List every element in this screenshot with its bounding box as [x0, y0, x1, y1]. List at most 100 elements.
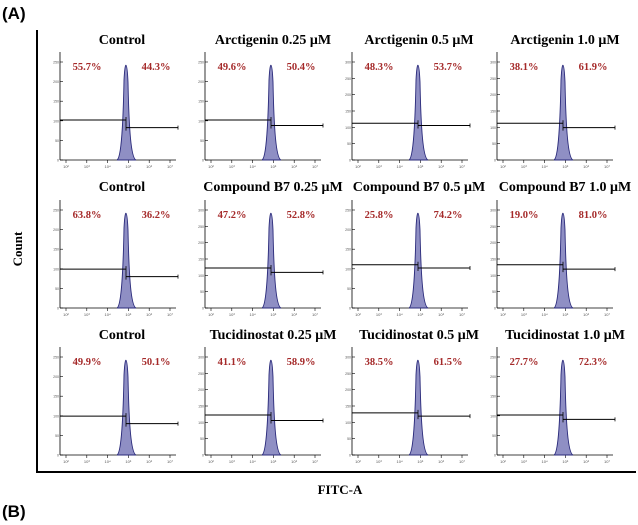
histogram-peak — [116, 64, 137, 161]
histogram-plot: 250 200 150 100 50 0 10² 10³ 10⁴ 10⁵ 10⁶ 10⁷ 63.8% 36… — [53, 200, 179, 317]
x-tick-label: 10³ — [229, 164, 235, 169]
histogram-peak — [408, 64, 429, 161]
y-tick-label: 100 — [198, 274, 204, 278]
x-tick-label: 10⁵ — [125, 164, 131, 169]
x-tick-label: 10⁴ — [397, 312, 403, 317]
y-tick-label: 50 — [55, 139, 59, 143]
x-tick-label: 10⁷ — [312, 312, 318, 317]
y-tick-label: 300 — [490, 61, 496, 65]
right-gate-percent: 52.8% — [287, 210, 316, 221]
right-gate-percent: 53.7% — [434, 62, 463, 73]
histogram-title: Control — [98, 180, 146, 195]
y-tick-label: 0 — [202, 454, 204, 458]
y-tick-label: 0 — [494, 307, 496, 311]
histogram-plot: 300 250 200 150 100 50 0 10² 10³ 10⁴ 10⁵ 10⁶ 10⁷ 41.1… — [198, 347, 324, 464]
y-tick-label: 100 — [198, 421, 204, 425]
x-tick-label: 10⁴ — [542, 312, 548, 317]
histogram-plot: 300 250 200 150 100 50 0 10² 10³ 10⁴ 10⁵ 10⁶ 10⁷ 38.1… — [490, 52, 616, 169]
x-tick-label: 10⁶ — [291, 164, 297, 169]
histogram-plot: 250 200 150 100 50 0 10² 10³ 10⁴ 10⁵ 10⁶ 10⁷ 49.9% 50… — [53, 347, 179, 464]
y-tick-label: 50 — [492, 290, 496, 294]
histogram-title: Arctigenin 0.25 μM — [214, 33, 332, 48]
y-tick-label: 150 — [53, 248, 59, 252]
y-tick-label: 250 — [490, 77, 496, 81]
x-tick-label: 10² — [63, 459, 69, 464]
histogram-plot: 250 200 150 100 50 0 10² 10³ 10⁴ 10⁵ 10⁶ 10⁷ 25.8% 74… — [345, 200, 471, 317]
y-tick-label: 300 — [345, 356, 351, 360]
left-gate-percent: 49.9% — [73, 357, 102, 368]
y-tick-label: 100 — [490, 414, 496, 418]
right-gate-percent: 81.0% — [579, 210, 608, 221]
y-tick-label: 150 — [490, 395, 496, 399]
histogram-title: Compound B7 1.0 μM — [498, 180, 632, 195]
y-tick-label: 0 — [349, 307, 351, 311]
y-tick-label: 200 — [490, 241, 496, 245]
x-tick-label: 10⁷ — [312, 164, 318, 169]
y-tick-label: 150 — [53, 100, 59, 104]
histogram-plot: 300 250 200 150 100 50 0 10² 10³ 10⁴ 10⁵ 10⁶ 10⁷ 38.5… — [345, 347, 471, 464]
x-tick-label: 10⁵ — [417, 312, 423, 317]
histogram-title: Arctigenin 0.5 μM — [364, 33, 474, 48]
left-gate-percent: 25.8% — [365, 210, 394, 221]
x-tick-label: 10³ — [84, 164, 90, 169]
y-tick-label: 50 — [347, 287, 351, 291]
x-tick-label: 10⁵ — [562, 459, 568, 464]
histogram-title: Tucidinostat 1.0 μM — [505, 328, 625, 343]
x-tick-label: 10² — [500, 312, 506, 317]
histogram-peak — [261, 359, 282, 456]
y-tick-label: 200 — [53, 375, 59, 379]
y-tick-label: 150 — [53, 395, 59, 399]
y-tick-label: 50 — [55, 287, 59, 291]
x-tick-label: 10³ — [229, 459, 235, 464]
right-gate-percent: 58.9% — [287, 357, 316, 368]
left-gate-percent: 41.1% — [218, 357, 247, 368]
x-tick-label: 10² — [500, 164, 506, 169]
x-tick-label: 10⁶ — [438, 459, 444, 464]
x-tick-label: 10⁵ — [270, 312, 276, 317]
y-tick-label: 0 — [202, 159, 204, 163]
histogram-title: Compound B7 0.5 μM — [352, 180, 486, 195]
histogram-peak — [116, 359, 137, 456]
y-axis-line — [36, 30, 38, 473]
x-axis-label: FITC-A — [317, 482, 363, 497]
x-tick-label: 10⁷ — [459, 459, 465, 464]
y-tick-label: 250 — [490, 356, 496, 360]
x-tick-label: 10³ — [521, 312, 527, 317]
y-tick-label: 200 — [53, 80, 59, 84]
right-gate-percent: 44.3% — [142, 62, 171, 73]
y-tick-label: 300 — [198, 356, 204, 360]
y-tick-label: 0 — [349, 454, 351, 458]
y-tick-label: 200 — [53, 228, 59, 232]
y-tick-label: 200 — [345, 388, 351, 392]
y-tick-label: 50 — [200, 139, 204, 143]
left-gate-percent: 49.6% — [218, 62, 247, 73]
left-gate-percent: 63.8% — [73, 210, 102, 221]
x-tick-label: 10² — [208, 312, 214, 317]
y-tick-label: 0 — [57, 307, 59, 311]
histogram-peak — [553, 212, 574, 309]
x-tick-label: 10⁶ — [146, 312, 152, 317]
histogram-title: Control — [98, 328, 146, 343]
right-gate-percent: 61.5% — [434, 357, 463, 368]
y-tick-label: 150 — [198, 405, 204, 409]
x-tick-label: 10² — [63, 164, 69, 169]
y-tick-label: 200 — [490, 375, 496, 379]
y-tick-label: 150 — [198, 100, 204, 104]
y-tick-label: 0 — [202, 307, 204, 311]
histogram-plot: 300 250 200 150 100 50 0 10² 10³ 10⁴ 10⁵ 10⁶ 10⁷ 19.0… — [490, 200, 616, 317]
left-gate-percent: 38.5% — [365, 357, 394, 368]
histogram-peak — [261, 64, 282, 161]
y-tick-label: 50 — [492, 434, 496, 438]
y-tick-label: 50 — [347, 142, 351, 146]
x-tick-label: 10³ — [521, 459, 527, 464]
x-tick-label: 10⁵ — [270, 164, 276, 169]
y-tick-label: 200 — [198, 80, 204, 84]
x-tick-label: 10³ — [229, 312, 235, 317]
y-tick-label: 250 — [198, 61, 204, 65]
y-tick-label: 100 — [345, 421, 351, 425]
x-tick-label: 10⁴ — [250, 459, 256, 464]
histogram-peak — [261, 212, 282, 309]
x-tick-label: 10³ — [84, 312, 90, 317]
histogram-plot: 250 200 150 100 50 0 10² 10³ 10⁴ 10⁵ 10⁶ 10⁷ 27.7% 72… — [490, 347, 616, 464]
